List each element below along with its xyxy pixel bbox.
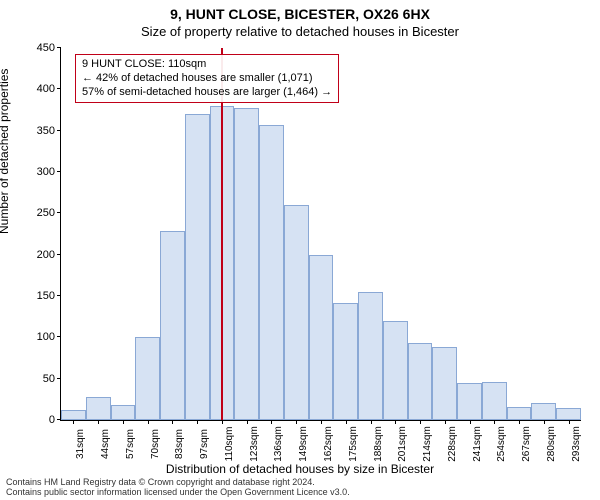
y-tick-label: 350 [37,125,61,137]
x-tick-mark [569,420,570,424]
x-tick-mark [321,420,322,424]
y-tick-mark [57,88,61,89]
y-tick-label: 300 [37,166,61,178]
plot-area: 05010015020025030035040045031sqm44sqm57s… [60,48,581,421]
y-tick-label: 200 [37,249,61,261]
x-tick-label: 241sqm [470,426,483,462]
x-axis-label: Distribution of detached houses by size … [0,462,600,476]
histogram-bar [234,108,259,420]
y-tick-label: 0 [49,414,61,426]
histogram-bar [408,343,433,420]
x-tick-mark [519,420,520,424]
y-tick-mark [57,378,61,379]
x-tick-label: 201sqm [395,426,408,462]
x-tick-mark [420,420,421,424]
x-tick-label: 44sqm [98,429,111,459]
x-tick-mark [123,420,124,424]
footer-attribution: Contains HM Land Registry data © Crown c… [6,478,350,498]
annotation-line: 9 HUNT CLOSE: 110sqm [82,58,332,72]
y-tick-label: 50 [43,373,61,385]
histogram-bar [135,337,160,420]
x-tick-label: 293sqm [569,426,582,462]
x-tick-mark [544,420,545,424]
y-tick-label: 250 [37,207,61,219]
x-tick-label: 123sqm [247,426,260,462]
annotation-line: ← 42% of detached houses are smaller (1,… [82,72,332,86]
histogram-bar [61,410,86,420]
reference-line [221,48,223,420]
histogram-bar [259,125,284,420]
y-tick-mark [57,336,61,337]
x-tick-label: 280sqm [544,426,557,462]
x-tick-mark [494,420,495,424]
x-tick-mark [271,420,272,424]
y-tick-label: 450 [37,42,61,54]
y-tick-label: 150 [37,290,61,302]
x-tick-label: 136sqm [271,426,284,462]
x-tick-label: 83sqm [172,429,185,459]
histogram-bar [432,347,457,420]
x-tick-mark [73,420,74,424]
histogram-bar [507,407,532,420]
y-axis-label: Number of detached properties [0,69,11,234]
x-tick-mark [247,420,248,424]
chart-title-sub: Size of property relative to detached ho… [0,24,600,39]
footer-line-2: Contains public sector information licen… [6,488,350,498]
x-tick-mark [346,420,347,424]
histogram-bar [111,405,136,420]
x-tick-mark [371,420,372,424]
x-tick-mark [98,420,99,424]
x-tick-label: 175sqm [346,426,359,462]
histogram-bar [556,408,581,420]
histogram-bar [482,382,507,420]
x-tick-mark [395,420,396,424]
x-tick-mark [296,420,297,424]
y-tick-mark [57,47,61,48]
histogram-bar [185,114,210,420]
x-tick-label: 110sqm [222,427,235,462]
y-tick-label: 400 [37,83,61,95]
x-tick-label: 149sqm [296,426,309,462]
histogram-bar [284,205,309,420]
histogram-bar [160,231,185,420]
y-tick-mark [57,295,61,296]
y-tick-label: 100 [37,331,61,343]
x-tick-label: 214sqm [420,426,433,462]
x-tick-mark [197,420,198,424]
x-tick-label: 57sqm [123,429,136,459]
histogram-bar [358,292,383,420]
x-tick-label: 228sqm [445,426,458,462]
x-tick-label: 267sqm [519,426,532,462]
x-tick-label: 162sqm [321,426,334,462]
x-tick-label: 70sqm [148,429,161,459]
y-tick-mark [57,212,61,213]
histogram-bar [457,383,482,420]
annotation-box: 9 HUNT CLOSE: 110sqm← 42% of detached ho… [75,54,339,103]
x-tick-mark [172,420,173,424]
x-tick-mark [445,420,446,424]
y-tick-mark [57,171,61,172]
x-tick-mark [470,420,471,424]
histogram-bar [309,255,334,420]
chart-container: 9, HUNT CLOSE, BICESTER, OX26 6HX Size o… [0,0,600,500]
histogram-bar [383,321,408,420]
y-tick-mark [57,254,61,255]
x-tick-mark [222,420,223,424]
annotation-line: 57% of semi-detached houses are larger (… [82,86,332,100]
x-tick-label: 31sqm [73,429,86,459]
histogram-bar [531,403,556,420]
chart-title-main: 9, HUNT CLOSE, BICESTER, OX26 6HX [0,6,600,22]
histogram-bar [333,303,358,420]
y-tick-mark [57,130,61,131]
histogram-bar [86,397,111,420]
x-tick-mark [148,420,149,424]
x-tick-label: 97sqm [197,429,210,459]
x-tick-label: 188sqm [371,426,384,462]
x-tick-label: 254sqm [494,426,507,462]
